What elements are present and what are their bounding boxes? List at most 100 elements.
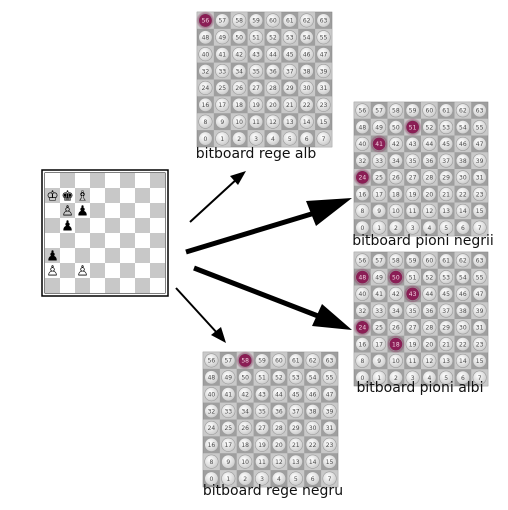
bitboard-square-index: 1 bbox=[220, 136, 224, 143]
bitboard-coin bbox=[322, 471, 337, 486]
bitboard-square-index: 59 bbox=[409, 108, 417, 115]
bitboard-coin bbox=[265, 64, 280, 79]
bitboard-square-index: 11 bbox=[409, 358, 417, 365]
bitboard-coin bbox=[455, 136, 470, 151]
bitboard-coin bbox=[238, 420, 253, 435]
bitboard-square-index: 17 bbox=[375, 341, 383, 348]
chess-square bbox=[60, 203, 75, 218]
bitboard-square-index: 45 bbox=[292, 391, 300, 398]
bitboard-square-index: 21 bbox=[442, 191, 450, 198]
bitboard-square-index: 60 bbox=[269, 18, 277, 25]
bitboard-coin bbox=[439, 253, 454, 268]
bitboard-square-index: 12 bbox=[426, 208, 434, 215]
bitboard-coin bbox=[472, 303, 487, 318]
bitboard-square-index: 31 bbox=[476, 175, 484, 182]
bitboard-square-index: 55 bbox=[476, 124, 484, 131]
bitboard-coin bbox=[372, 103, 387, 118]
bitboard-coin bbox=[288, 454, 303, 469]
bitboard-coin bbox=[271, 370, 286, 385]
bitboard-coin bbox=[355, 253, 370, 268]
bitboard-coin bbox=[232, 80, 247, 95]
bitboard-coin bbox=[265, 47, 280, 62]
bitboard-coin bbox=[472, 170, 487, 185]
bitboard-square-index: 17 bbox=[218, 102, 226, 109]
bitboard-square-index: 37 bbox=[292, 408, 300, 415]
bitboard-coin bbox=[322, 404, 337, 419]
chess-square bbox=[90, 248, 105, 263]
bitboard-square-index: 53 bbox=[442, 274, 450, 281]
chess-square bbox=[105, 278, 120, 293]
white-pawn-piece: ♙ bbox=[61, 204, 74, 220]
bitboard-square-index: 36 bbox=[275, 408, 283, 415]
bitboard-coin bbox=[265, 30, 280, 45]
bitboard-square-index: 49 bbox=[375, 274, 383, 281]
bitboard-coin bbox=[455, 353, 470, 368]
bitboard-coin bbox=[238, 370, 253, 385]
bitboard-square-index: 60 bbox=[275, 358, 283, 365]
bitboard-coin bbox=[405, 170, 420, 185]
bitboard-coin bbox=[198, 131, 213, 146]
bitboard-square-index: 35 bbox=[409, 158, 417, 165]
bitboard-square-index: 38 bbox=[459, 308, 467, 315]
bitboard-square-index: 32 bbox=[359, 308, 367, 315]
bitboard-coin bbox=[204, 471, 219, 486]
bitboard-coin bbox=[422, 136, 437, 151]
bitboard-square-index: 3 bbox=[254, 136, 258, 143]
bitboard-square-index: 34 bbox=[235, 68, 243, 75]
bitboard-square-index: 16 bbox=[359, 341, 367, 348]
bitboard-coin bbox=[232, 13, 247, 28]
bitboard-coin bbox=[372, 170, 387, 185]
bitboard-square-index: 57 bbox=[224, 358, 232, 365]
bitboard-coin bbox=[232, 47, 247, 62]
bitboard-coin bbox=[405, 286, 420, 301]
bitboard-coin bbox=[422, 320, 437, 335]
bitboard-square-index: 42 bbox=[392, 291, 400, 298]
bitboard-square-index: 46 bbox=[309, 391, 317, 398]
bitboard-square-index: 6 bbox=[311, 476, 315, 483]
bitboard-coin bbox=[472, 270, 487, 285]
bitboard-square-index: 5 bbox=[294, 476, 298, 483]
bitboard-coin bbox=[388, 353, 403, 368]
bitboard-coin bbox=[232, 114, 247, 129]
bitboard-square-index: 14 bbox=[309, 459, 317, 466]
chess-square bbox=[45, 188, 60, 203]
bitboard-square-index: 61 bbox=[442, 108, 450, 115]
bitboard-coin bbox=[372, 220, 387, 235]
bitboard-square-index: 61 bbox=[286, 18, 294, 25]
bitboard-square-index: 22 bbox=[309, 442, 317, 449]
bitboard-square-index: 8 bbox=[360, 358, 364, 365]
bitboard-coin bbox=[455, 103, 470, 118]
bitboard-square-index: 48 bbox=[202, 35, 210, 42]
bitboard-coin bbox=[472, 120, 487, 135]
bitboard-square-index: 25 bbox=[224, 425, 232, 432]
bitboard-coin bbox=[355, 120, 370, 135]
chess-square bbox=[150, 233, 165, 248]
bitboard-square-index: 44 bbox=[269, 51, 277, 58]
bitboard-square-index: 48 bbox=[359, 124, 367, 131]
chess-square bbox=[120, 173, 135, 188]
bitboard-square-index: 19 bbox=[258, 442, 266, 449]
bitboard-square-index: 52 bbox=[275, 375, 283, 382]
bitboard-coin bbox=[322, 437, 337, 452]
bitboard-coin bbox=[372, 353, 387, 368]
bitboard-coin bbox=[355, 303, 370, 318]
bitboard-coin bbox=[472, 203, 487, 218]
bitboard-square-index: 11 bbox=[258, 459, 266, 466]
bitboard-coin bbox=[305, 370, 320, 385]
bitboard-square-index: 43 bbox=[252, 51, 260, 58]
chess-square bbox=[135, 173, 150, 188]
bitboard-coin bbox=[215, 13, 230, 28]
bitboard-square-index: 57 bbox=[375, 108, 383, 115]
bitboard-square-index: 63 bbox=[476, 108, 484, 115]
bitboard-square-index: 47 bbox=[476, 291, 484, 298]
bitboard-coin bbox=[249, 64, 264, 79]
bitboard-coin bbox=[288, 370, 303, 385]
bitboard-coin bbox=[221, 420, 236, 435]
bitboard-coin bbox=[422, 153, 437, 168]
bitboard-square-index: 50 bbox=[241, 375, 249, 382]
bitboard-square-index: 16 bbox=[208, 442, 216, 449]
bitboard-square-index: 16 bbox=[202, 102, 210, 109]
bitboard-coin bbox=[355, 187, 370, 202]
